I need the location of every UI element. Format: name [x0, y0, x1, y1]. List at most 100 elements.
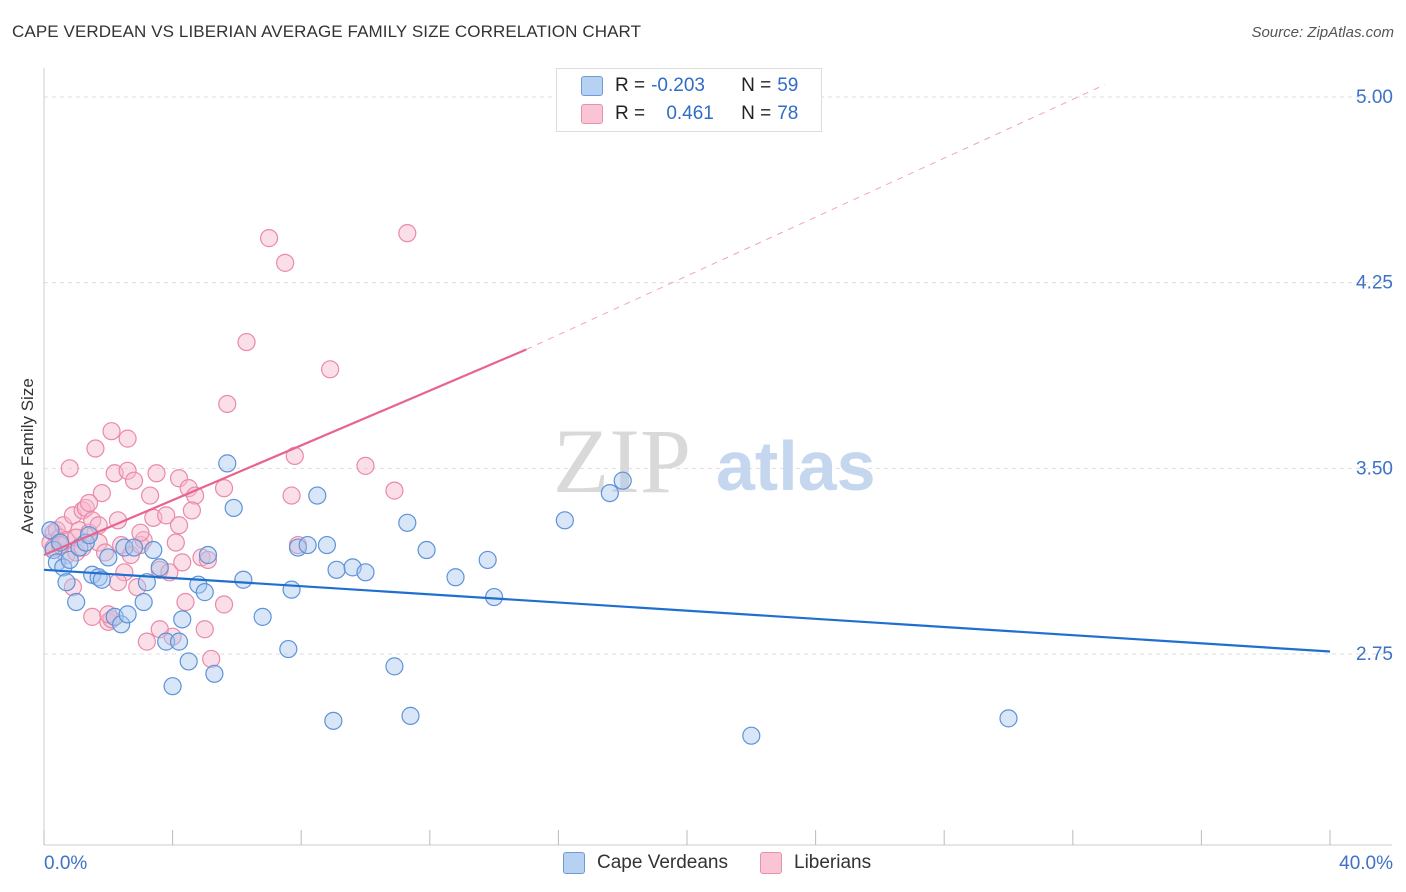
y-tick-label: 2.75	[1356, 644, 1393, 665]
liberian-point	[282, 486, 301, 505]
bottom-legend-swatch-blue	[563, 852, 585, 874]
liberian-point	[102, 422, 121, 441]
liberian-point	[60, 459, 79, 478]
liberian-point	[108, 573, 128, 592]
liberian-point	[202, 649, 221, 669]
axes	[43, 68, 1392, 846]
cape-verdean-point	[118, 605, 137, 624]
bottom-legend-label: Liberians	[794, 852, 872, 873]
cape-verdean-point	[742, 726, 761, 745]
liberian-point	[276, 253, 295, 272]
cape-verdean-point	[163, 677, 182, 696]
liberian-point	[259, 229, 279, 248]
legend-n-value: 59	[777, 75, 799, 96]
liberian-point	[173, 553, 192, 572]
liberians-trend-extension	[526, 84, 1106, 350]
legend-box: R = -0.203 N = 59 R = 0.461 N = 78	[556, 68, 822, 132]
legend-n-label: N =	[741, 75, 772, 96]
y-tick-label: 3.50	[1356, 458, 1393, 479]
grid-lines	[44, 96, 1392, 655]
legend-n-value: 78	[777, 103, 799, 124]
cape-verdean-point	[60, 550, 79, 570]
liberian-point	[157, 506, 176, 525]
liberian-point	[195, 620, 214, 639]
cape-verdean-point	[173, 610, 192, 629]
watermark-zip: ZIP	[553, 410, 691, 512]
liberian-point	[73, 501, 92, 520]
liberian-point	[214, 595, 234, 614]
cape-verdean-point	[198, 545, 218, 565]
cape-verdean-point	[446, 568, 465, 587]
cape-verdean-point	[613, 471, 632, 490]
cape-verdean-point	[195, 583, 214, 602]
cape-verdean-point	[179, 652, 198, 671]
cape-verdean-point	[253, 607, 272, 626]
watermark-atlas: atlas	[716, 427, 876, 505]
cape-verdean-point	[555, 511, 574, 530]
cape-verdean-point	[224, 498, 243, 518]
liberian-point	[176, 592, 195, 612]
liberian-point	[169, 469, 189, 488]
liberian-point	[115, 563, 134, 582]
cape-verdean-point	[144, 540, 163, 560]
legend-row-cape-verdeans: R = -0.203 N = 59	[581, 73, 798, 99]
liberian-point	[118, 461, 137, 480]
liberian-point	[237, 332, 256, 352]
cape-verdean-point	[308, 486, 327, 505]
cape-verdean-point	[999, 709, 1018, 728]
cape-verdean-point	[218, 454, 237, 473]
liberian-point	[118, 429, 137, 448]
liberian-point	[140, 486, 160, 505]
cape-verdean-point	[356, 563, 375, 582]
y-tick-label: 5.00	[1356, 87, 1393, 108]
cape-verdean-point	[115, 538, 134, 557]
liberian-point	[218, 394, 237, 414]
cape-verdean-point	[169, 632, 189, 651]
liberian-point	[79, 493, 99, 513]
x-tick-label-min: 0.0%	[44, 853, 87, 874]
cape-verdean-point	[282, 580, 301, 599]
liberian-point	[169, 516, 189, 535]
cape-verdean-point	[99, 548, 118, 567]
cape-verdean-point	[137, 573, 156, 592]
liberian-point	[95, 543, 115, 562]
y-axis-title: Average Family Size	[18, 378, 37, 534]
cape-verdean-point	[279, 639, 298, 659]
legend-r-label: R =	[615, 103, 646, 124]
cape-verdean-point	[401, 706, 420, 725]
bottom-legend: Cape Verdeans Liberians	[563, 852, 903, 874]
cape-verdean-point	[327, 560, 346, 579]
legend-row-liberians: R = 0.461 N = 78	[581, 101, 798, 127]
legend-r-label: R =	[615, 75, 646, 96]
liberian-point	[398, 224, 417, 243]
cape-verdean-point	[150, 558, 169, 577]
cape-verdean-point	[41, 521, 60, 540]
cape-verdean-point	[385, 657, 404, 676]
cape-verdean-point	[67, 592, 86, 612]
liberian-point	[83, 607, 102, 626]
cape-verdean-point	[92, 570, 111, 589]
y-tick-label: 4.25	[1356, 273, 1393, 294]
cape-verdean-point	[134, 592, 153, 612]
tick-labels: 2.75 3.50 4.25 5.00 0.0% 40.0% Average Family …	[18, 87, 1393, 874]
x-tick-label-max: 40.0%	[1339, 853, 1393, 874]
cape-verdean-point	[112, 615, 131, 634]
liberians-trend-line	[43, 348, 527, 556]
legend-n-label: N =	[741, 103, 772, 124]
cape-verdean-point	[157, 632, 176, 651]
bottom-legend-swatch-pink	[760, 852, 782, 874]
liberians-points	[41, 224, 417, 669]
legend-r-value: -0.203	[651, 75, 705, 96]
liberian-point	[166, 533, 185, 552]
cape-verdeans-trend-line	[43, 568, 1331, 653]
chart-title: CAPE VERDEAN VS LIBERIAN AVERAGE FAMILY …	[12, 22, 642, 41]
cape-verdean-point	[417, 540, 436, 560]
bottom-legend-cape-verdeans[interactable]: Cape Verdeans	[563, 852, 728, 874]
cape-verdean-point	[57, 573, 76, 592]
cape-verdean-point	[298, 535, 317, 555]
watermark: ZIP atlas	[553, 410, 876, 512]
liberian-point	[214, 479, 234, 498]
bottom-legend-liberians[interactable]: Liberians	[760, 852, 871, 874]
trend-lines	[43, 84, 1331, 653]
